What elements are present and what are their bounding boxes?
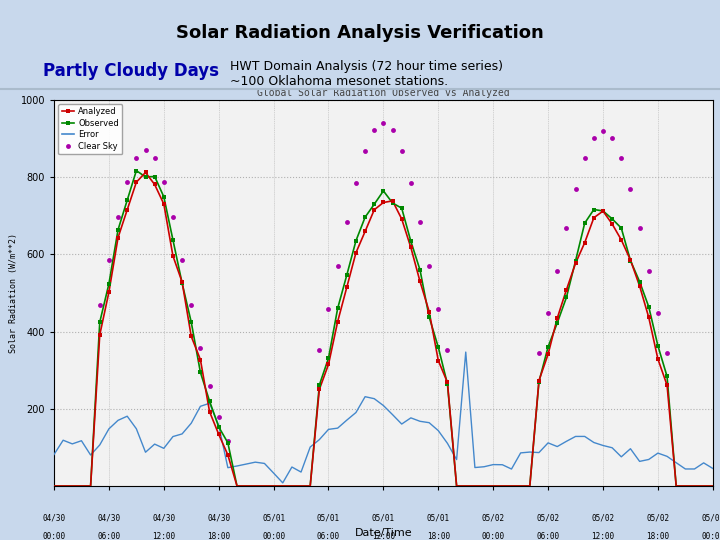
Text: 18:00: 18:00 [207, 532, 230, 540]
Text: HWT Domain Analysis (72 hour time series): HWT Domain Analysis (72 hour time series… [230, 60, 503, 73]
Text: 05/02: 05/02 [701, 513, 720, 522]
Text: 05/02: 05/02 [591, 513, 615, 522]
Y-axis label: Solar Radiation (W/m**2): Solar Radiation (W/m**2) [9, 233, 18, 353]
Text: 00:00: 00:00 [482, 532, 505, 540]
Text: 06:00: 06:00 [317, 532, 340, 540]
Text: 05/01: 05/01 [427, 513, 450, 522]
Text: 12:00: 12:00 [152, 532, 176, 540]
Text: 04/30: 04/30 [152, 513, 176, 522]
Text: 12:00: 12:00 [372, 532, 395, 540]
Text: ~100 Oklahoma mesonet stations.: ~100 Oklahoma mesonet stations. [230, 75, 449, 87]
Text: 05/02: 05/02 [536, 513, 559, 522]
Text: 00:00: 00:00 [701, 532, 720, 540]
Text: 04/30: 04/30 [207, 513, 230, 522]
Text: 05/02: 05/02 [482, 513, 505, 522]
Text: 00:00: 00:00 [262, 532, 285, 540]
Text: 05/02: 05/02 [647, 513, 670, 522]
Text: 05/01: 05/01 [317, 513, 340, 522]
Text: 18:00: 18:00 [427, 532, 450, 540]
Text: Solar Radiation Analysis Verification: Solar Radiation Analysis Verification [176, 24, 544, 42]
Text: 05/01: 05/01 [262, 513, 285, 522]
Text: 04/30: 04/30 [97, 513, 120, 522]
Text: 04/30: 04/30 [42, 513, 66, 522]
Title: Global Solar Radiation Observed vs Analyzed: Global Solar Radiation Observed vs Analy… [257, 87, 510, 98]
Text: 18:00: 18:00 [647, 532, 670, 540]
Text: 06:00: 06:00 [97, 532, 120, 540]
Text: 00:00: 00:00 [42, 532, 66, 540]
Legend: Analyzed, Observed, Error, Clear Sky: Analyzed, Observed, Error, Clear Sky [58, 104, 122, 154]
Text: Partly Cloudy Days: Partly Cloudy Days [43, 62, 219, 80]
Text: 12:00: 12:00 [591, 532, 615, 540]
Text: 06:00: 06:00 [536, 532, 559, 540]
Text: Date/Time: Date/Time [354, 529, 413, 538]
Text: 05/01: 05/01 [372, 513, 395, 522]
